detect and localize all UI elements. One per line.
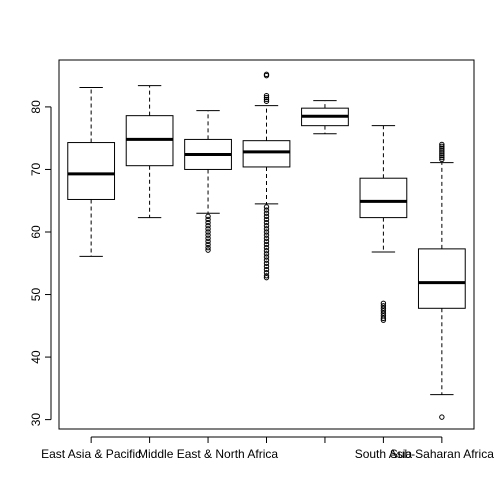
outlier-point [263,72,270,79]
y-tick-label: 60 [29,225,43,239]
y-tick-label: 50 [29,288,43,302]
outlier-point [380,300,387,306]
outlier-point [263,96,270,103]
outlier-point [380,303,387,309]
outlier-point [263,263,270,270]
box-iqr [417,248,466,309]
y-tick-label: 80 [29,100,43,114]
y-tick-label: 40 [29,350,43,364]
outlier-point [263,235,270,241]
outlier-point [263,254,270,260]
outlier-point [205,216,211,223]
y-tick-label: 30 [29,413,43,427]
outlier-point [205,238,211,245]
outlier-point [439,143,445,150]
x-tick-label: East Asia & Pacific [41,447,141,461]
box-iqr [242,140,291,168]
box-group [359,125,408,323]
outlier-point [205,226,211,232]
outlier-point [439,141,445,148]
outlier-point [205,232,211,238]
outlier-point [263,257,270,263]
box-group [125,85,174,219]
outlier-point [439,149,445,155]
outlier-point [263,248,270,254]
outlier-point [439,145,445,151]
outlier-point [205,241,211,248]
outlier-point [263,269,270,276]
box-group [417,141,466,420]
outlier-point [263,266,270,273]
outlier-point [263,251,270,257]
outlier-point [263,98,270,104]
x-tick-label: Middle East & North Africa [138,447,278,461]
outlier-point [263,241,270,248]
outlier-point [205,235,211,241]
outlier-point [263,94,270,101]
outlier-point [380,310,387,316]
box-iqr [359,177,408,219]
outlier-point [439,147,445,153]
outlier-point [263,238,270,245]
y-tick-label: 70 [29,162,43,176]
boxes [67,71,466,420]
outlier-point [205,247,211,253]
outlier-point [439,154,445,161]
outlier-point [380,317,387,323]
outlier-point [263,207,270,213]
x-tick-label: Sub-Saharan Africa [390,447,494,461]
outlier-point [205,219,211,226]
outlier-point [263,204,270,210]
outlier-point [263,229,270,235]
outlier-point [439,414,445,420]
outlier-point [263,213,270,220]
plot-frame [58,59,475,430]
outlier-point [263,92,270,99]
x-tick-label: South Asia [355,447,413,461]
box-iqr [67,142,116,200]
outlier-point [263,260,270,266]
outlier-point [205,223,211,229]
outlier-point [263,219,270,226]
outlier-point [263,244,270,251]
outlier-point [439,156,445,163]
outlier-point [263,226,270,232]
outlier-point [380,315,387,321]
box-group [67,87,116,257]
outlier-point [263,274,270,281]
outlier-point [439,152,445,159]
box-group [184,110,232,253]
outlier-point [263,216,270,223]
y-axis: 30 40 50 60 70 80 [29,100,52,427]
outlier-point [380,308,387,314]
plot-border [58,59,475,430]
outlier-point [205,244,211,251]
outlier-point [263,210,270,216]
outlier-point [263,223,270,229]
box-group [242,71,291,281]
outlier-point [263,232,270,238]
outlier-point [263,273,270,279]
outlier-point [205,213,211,220]
box-group [301,100,349,135]
outlier-point [380,305,387,311]
outlier-point [439,151,445,157]
outlier-point [205,229,211,235]
